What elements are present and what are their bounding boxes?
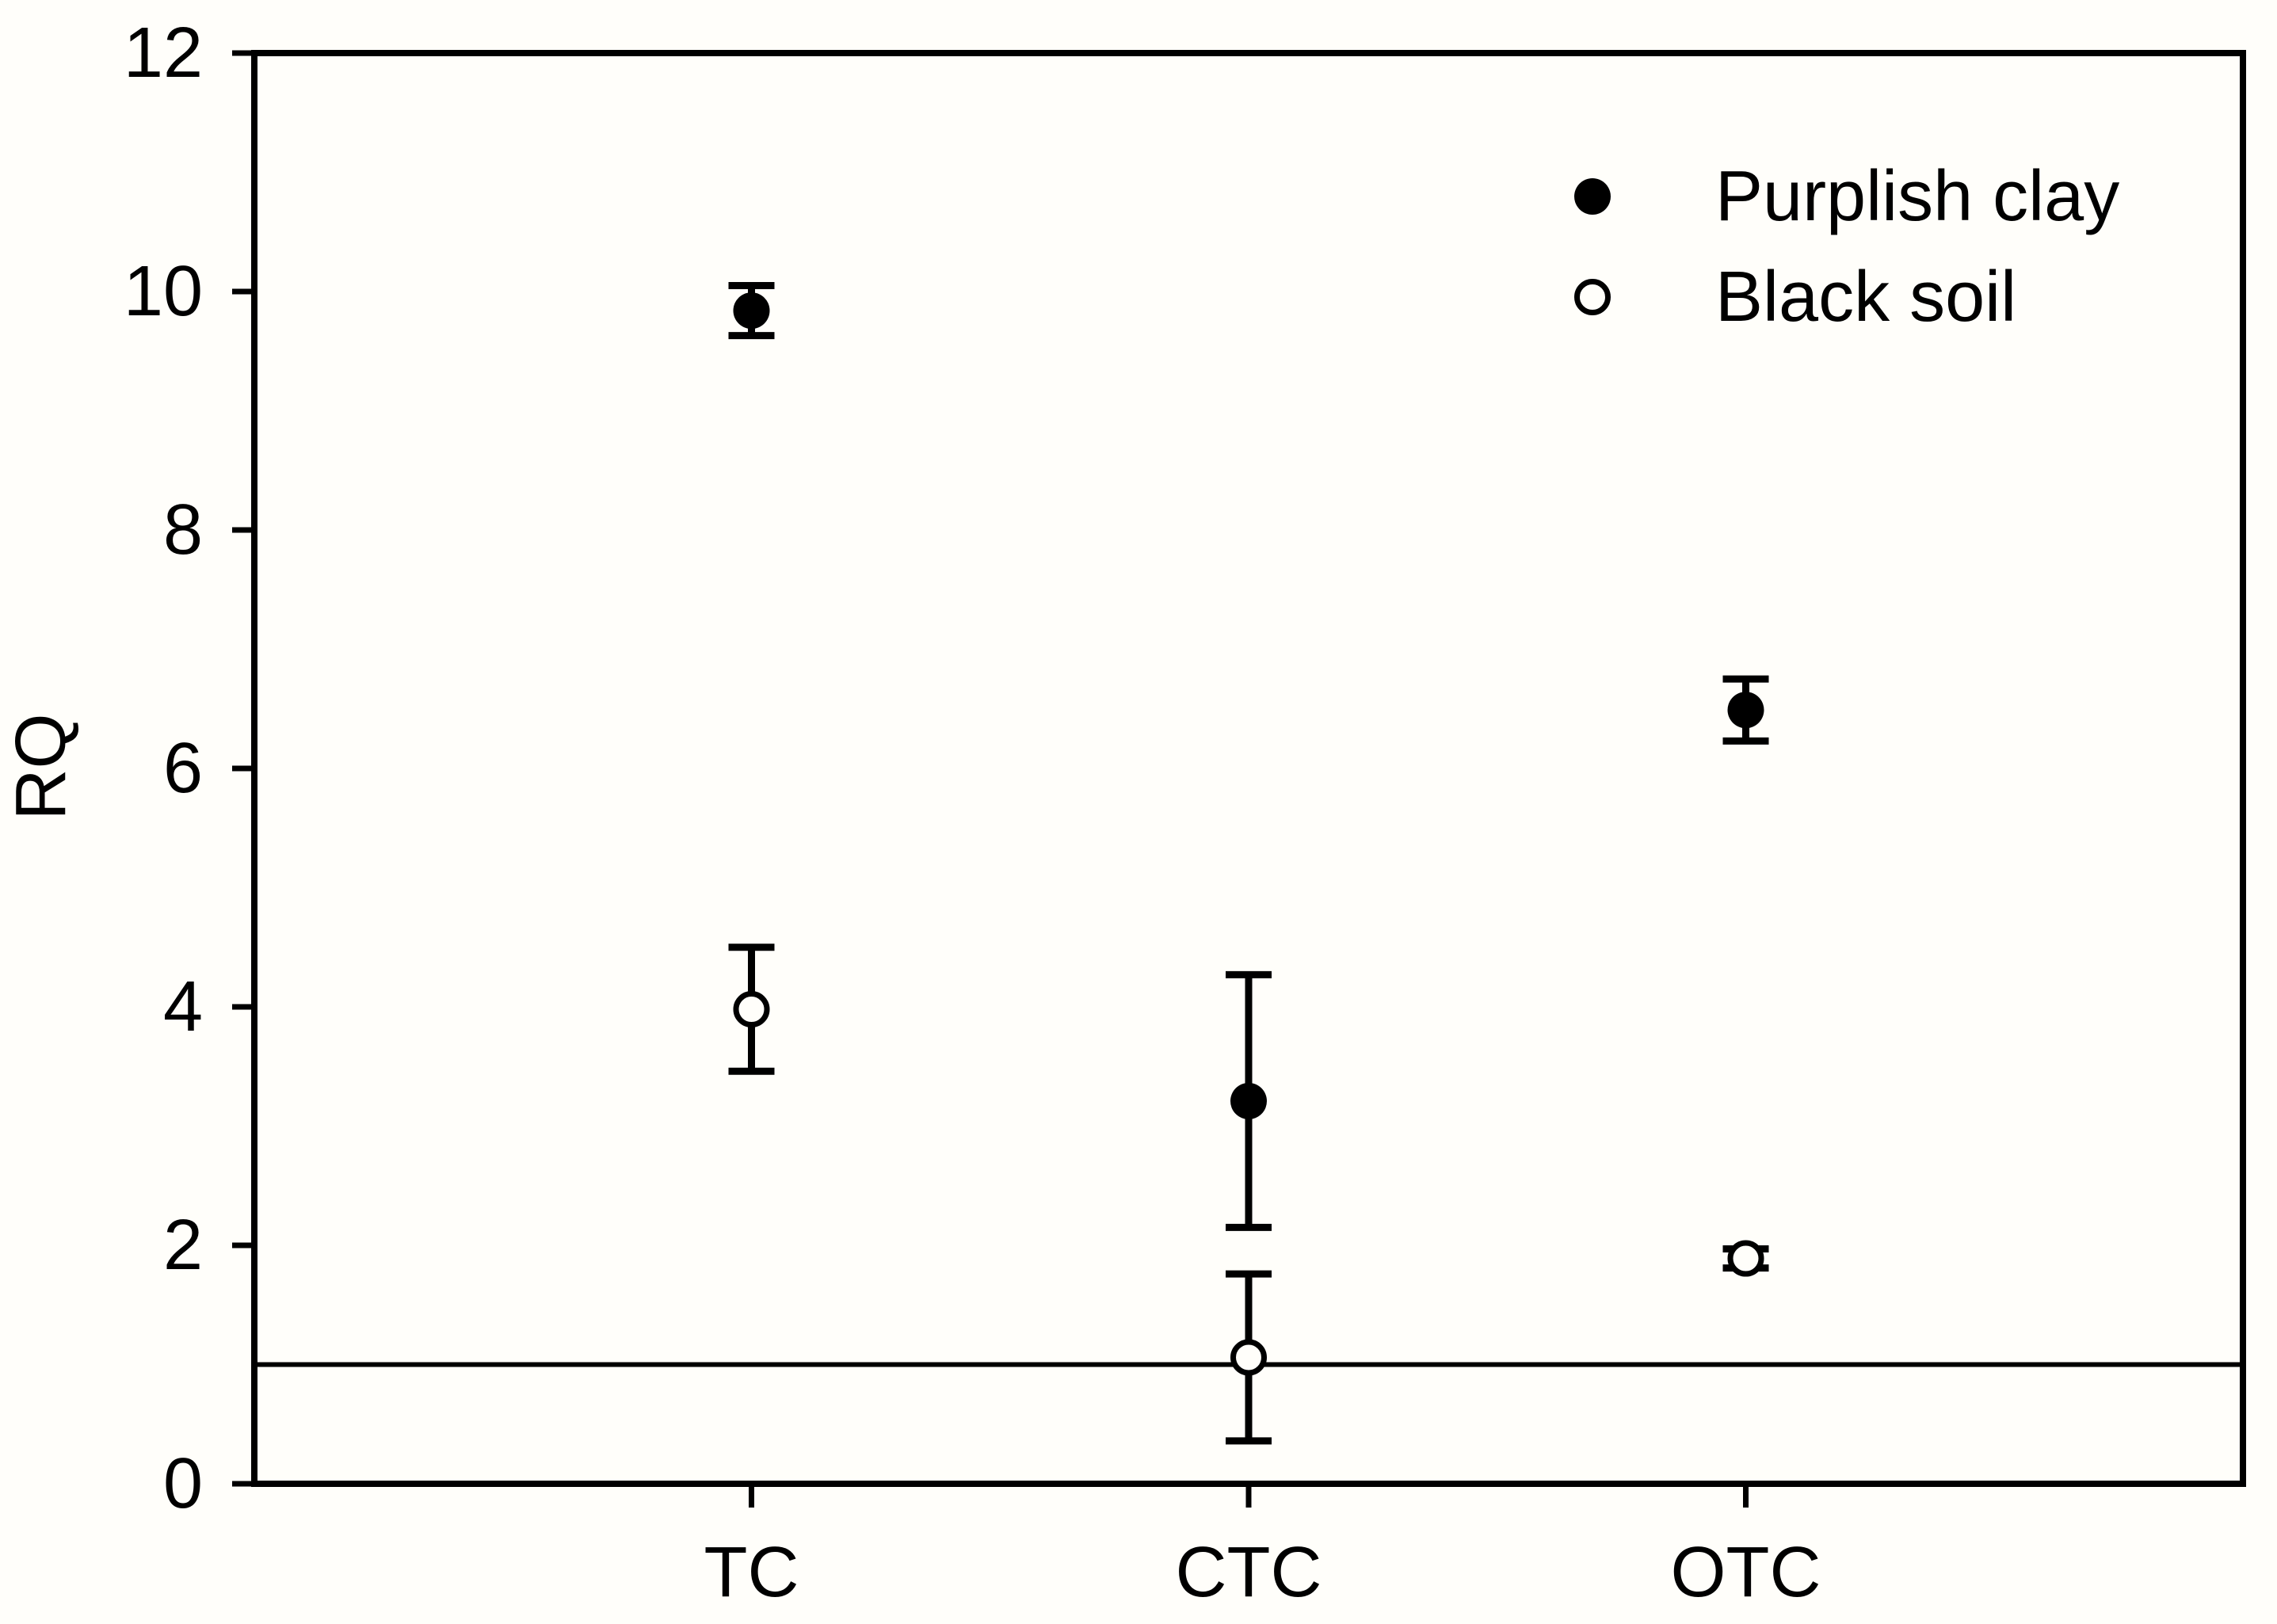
y-tick-label: 4 <box>162 967 203 1046</box>
y-tick-label: 2 <box>162 1206 203 1285</box>
data-point-open <box>733 991 770 1028</box>
legend-item-black-soil: Black soil <box>1574 261 2016 333</box>
legend-item-purplish-clay: Purplish clay <box>1574 161 2119 232</box>
legend-label: Black soil <box>1715 257 2017 337</box>
data-point-filled <box>1230 1082 1267 1119</box>
data-point-open <box>1230 1339 1267 1376</box>
data-point-filled <box>733 292 770 330</box>
data-point-open <box>1727 1240 1764 1277</box>
open-circle-legend-marker <box>1574 279 1611 315</box>
filled-circle-legend-marker <box>1574 178 1611 215</box>
legend-label: Purplish clay <box>1715 157 2120 236</box>
x-category-label: TC <box>704 1533 799 1612</box>
x-category-label: OTC <box>1670 1533 1821 1612</box>
y-tick-label: 6 <box>162 729 203 808</box>
y-tick-label: 8 <box>162 490 203 570</box>
y-tick-label: 12 <box>123 13 203 93</box>
data-point-filled <box>1727 692 1764 729</box>
x-category-label: CTC <box>1175 1533 1322 1612</box>
y-tick-label: 10 <box>123 252 203 331</box>
y-tick-label: 0 <box>162 1444 203 1523</box>
